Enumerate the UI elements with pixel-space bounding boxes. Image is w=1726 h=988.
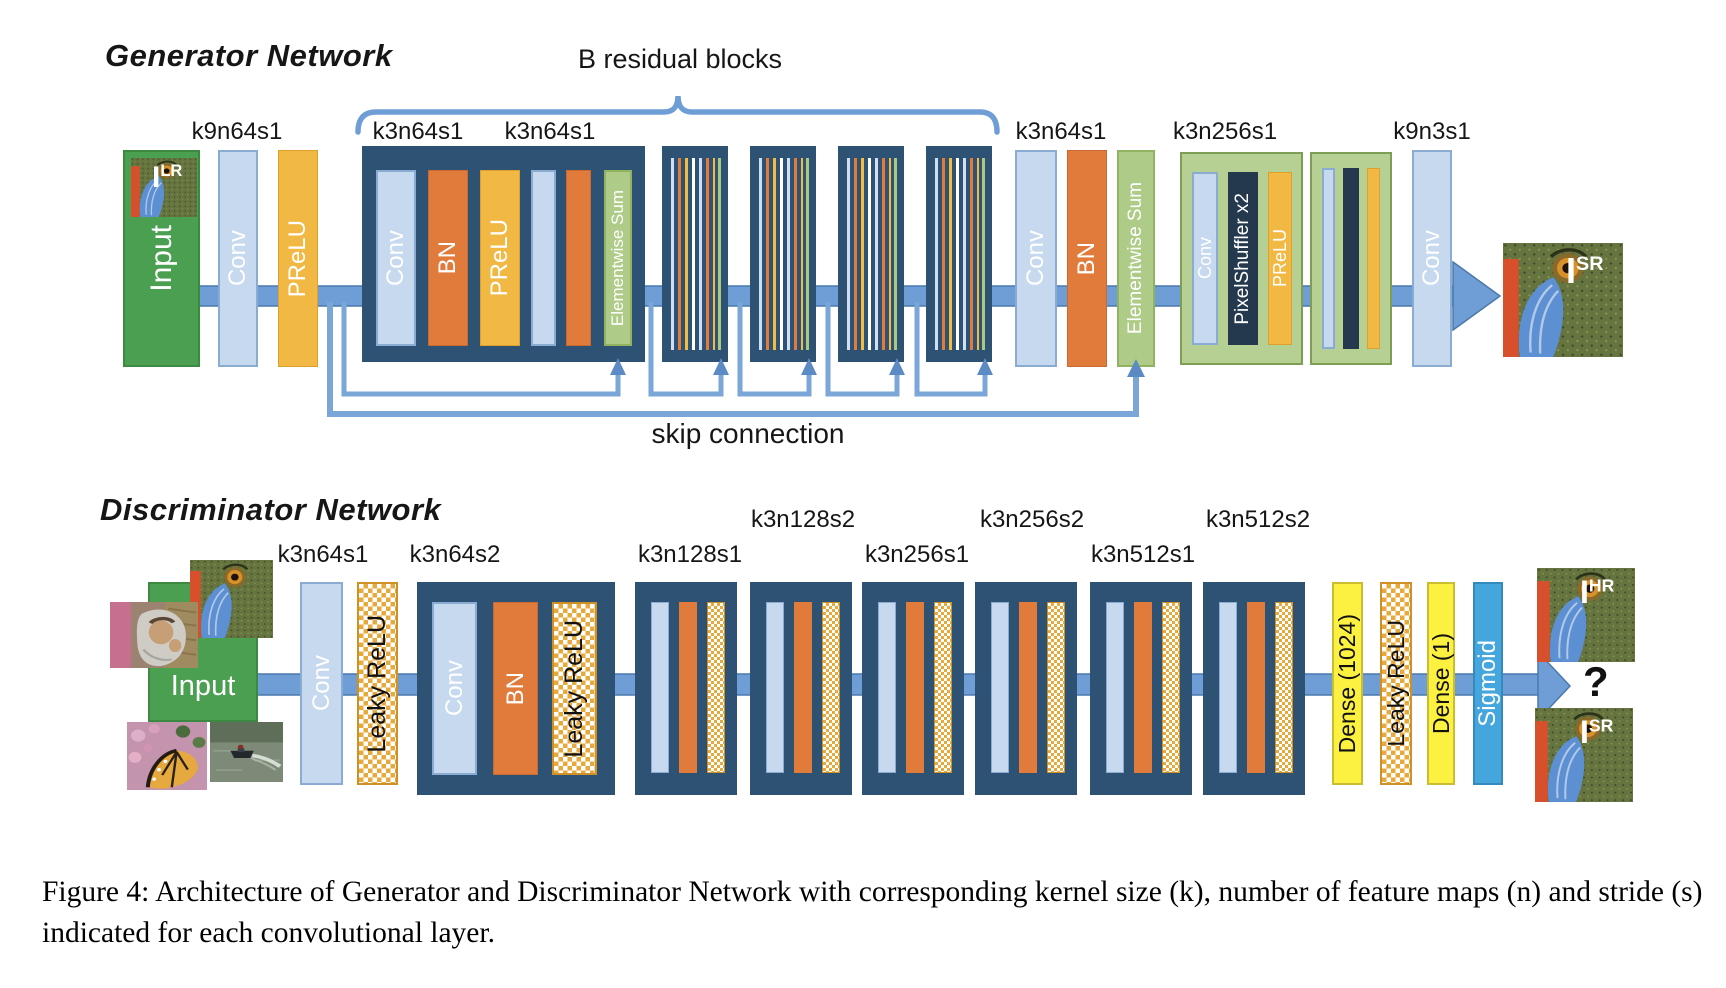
discriminator-lrelu1-bar: Leaky ReLU <box>357 582 398 785</box>
generator-final-conv-bar: Conv <box>1412 150 1452 367</box>
disc-block-collapsed <box>1203 582 1305 795</box>
discriminator-title: Discriminator Network <box>100 492 442 527</box>
generator-input-label: Input <box>144 225 178 292</box>
dense-1024-bar: Dense (1024) <box>1332 582 1363 785</box>
residual-bn1-bar: BN <box>428 170 468 346</box>
disc-block-collapsed <box>1090 582 1192 795</box>
layer-label-k3n512s1: k3n512s1 <box>1090 541 1196 568</box>
lr-image-label: ILR <box>152 161 183 194</box>
generator-conv1-bar: Conv <box>218 150 258 367</box>
layer-label-k3n64s1: k3n64s1 <box>277 541 369 568</box>
layer-label-k3n256s1: k3n256s1 <box>864 541 970 568</box>
residual-conv1-bar: Conv <box>376 170 416 346</box>
hr-image-label: IHR <box>1580 574 1615 610</box>
disc-conv-bar: Conv <box>432 602 477 775</box>
residual-block-collapsed-layers <box>756 158 810 350</box>
layer-label-pixelshuffler: k3n256s1 <box>1172 118 1278 145</box>
layer-label-res-conv2: k3n64s1 <box>504 118 596 145</box>
residual-block-collapsed-layers <box>932 158 986 350</box>
skip-connection-label: skip connection <box>651 418 845 449</box>
discriminator-output-arrow-icon <box>1537 650 1572 722</box>
generator-post-conv-bar: Conv <box>1015 150 1057 367</box>
figure-caption: Figure 4: Architecture of Generator and … <box>42 876 1703 950</box>
residual-brace-label: B residual blocks <box>577 44 783 74</box>
layer-label-k3n128s1: k3n128s1 <box>637 541 743 568</box>
disc-block-collapsed <box>975 582 1077 795</box>
discriminator-input-label: Input <box>170 670 236 702</box>
input-baboon-image <box>190 560 273 638</box>
residual-block-collapsed <box>750 146 816 362</box>
sr-image-label: ISR <box>1566 250 1604 291</box>
upsample-prelu-bar: PReLU <box>1268 172 1292 345</box>
residual-elementwise-sum-bar: Elementwise Sum <box>604 170 632 346</box>
pixelshuffler-bar: PixelShuffler x2 <box>1228 172 1258 345</box>
residual-bn2-bar <box>566 170 591 346</box>
sigmoid-bar: Sigmoid <box>1473 582 1503 785</box>
residual-block-collapsed <box>662 146 728 362</box>
residual-block-collapsed <box>926 146 992 362</box>
upsample2-conv-bar <box>1322 168 1335 349</box>
disc-bn-bar: BN <box>493 602 538 775</box>
layer-label-k3n64s2: k3n64s2 <box>409 541 501 568</box>
input-woman-image <box>110 602 198 668</box>
layer-label-post-conv: k3n64s1 <box>1015 118 1107 145</box>
generator-title: Generator Network <box>105 38 393 73</box>
real-or-fake-question: ? <box>1583 658 1609 705</box>
residual-block-collapsed-layers <box>844 158 898 350</box>
layer-label-k9n64s1: k9n64s1 <box>191 118 283 145</box>
sr-image-label: ISR <box>1580 714 1614 750</box>
residual-block-collapsed-layers <box>668 158 722 350</box>
upsample2-prelu-bar <box>1367 168 1380 349</box>
generator-elementwise-sum-bar: Elementwise Sum <box>1117 150 1155 367</box>
residual-conv2-bar <box>531 170 556 346</box>
disc-lrelu-bar: Leaky ReLU <box>552 602 597 775</box>
layer-label-res-conv1: k3n64s1 <box>372 118 464 145</box>
disc-block-detailed: Conv BN Leaky ReLU <box>417 582 615 795</box>
dense-1-bar: Dense (1) <box>1427 582 1455 785</box>
residual-prelu-bar: PReLU <box>480 170 520 346</box>
layer-label-k3n128s2: k3n128s2 <box>750 506 856 533</box>
layer-label-k3n512s2: k3n512s2 <box>1205 506 1311 533</box>
disc-block-collapsed <box>862 582 964 795</box>
disc-block-collapsed <box>635 582 737 795</box>
input-butterfly-image <box>127 722 207 790</box>
generator-output-arrow-icon <box>1452 260 1502 332</box>
head-lrelu-bar: Leaky ReLU <box>1380 582 1412 785</box>
discriminator-conv1-bar: Conv <box>300 582 343 785</box>
generator-post-bn-bar: BN <box>1067 150 1107 367</box>
layer-label-k3n256s2: k3n256s2 <box>979 506 1085 533</box>
disc-block-collapsed <box>750 582 852 795</box>
sr-output-image <box>1503 243 1623 357</box>
upsample-conv-bar: Conv <box>1192 172 1218 345</box>
generator-prelu1-bar: PReLU <box>278 150 318 367</box>
layer-label-k9n3s1: k9n3s1 <box>1393 118 1471 145</box>
upsample2-pixelshuffler-bar <box>1343 168 1359 349</box>
residual-block-collapsed <box>838 146 904 362</box>
input-boat-image <box>210 722 283 782</box>
